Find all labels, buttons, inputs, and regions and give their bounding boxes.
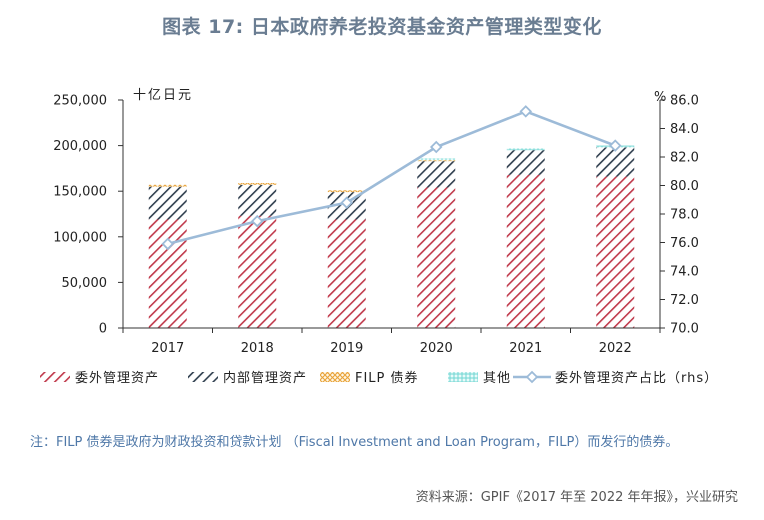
legend-swatch-internal [188, 372, 218, 382]
right-tick-label: 72.0 [670, 293, 699, 308]
ratio-point-2019 [340, 196, 354, 209]
x-tick-label: 2020 [420, 341, 453, 356]
bar-external-2019 [327, 219, 366, 328]
legend-label-other: 其他 [483, 371, 511, 386]
bar-external-2021 [506, 174, 545, 328]
legend-label-filp: FILP 债券 [355, 370, 419, 386]
bar-filp-2017 [148, 184, 187, 187]
x-tick-label: 2019 [330, 341, 363, 356]
ratio-point-2021 [519, 105, 533, 118]
ratio-line [167, 110, 616, 246]
bar-external-2018 [238, 215, 277, 328]
legend-label-internal: 内部管理资产 [223, 370, 307, 386]
legend-label-external: 委外管理资产 [75, 371, 159, 386]
x-tick-label: 2017 [151, 341, 184, 356]
ratio-point-2017 [161, 237, 175, 251]
left-tick-label: 150,000 [53, 185, 107, 200]
footnote: 注：FILP 债券是政府为财政投资和贷款计划 （Fiscal Investmen… [30, 435, 679, 450]
x-tick-label: 2022 [599, 341, 632, 356]
bar-filp-2020 [417, 160, 456, 162]
right-tick-label: 70.0 [670, 322, 699, 337]
left-tick-label: 0 [99, 322, 107, 337]
right-tick-label: 82.0 [670, 151, 699, 166]
bar-filp-2019 [327, 190, 366, 193]
bar-external-2022 [596, 176, 635, 328]
right-tick-label: 84.0 [670, 122, 699, 137]
right-tick-label: 76.0 [670, 236, 699, 251]
right-tick-label: 86.0 [670, 94, 699, 109]
bar-filp-2018 [238, 182, 277, 185]
bar-other-2020 [417, 158, 456, 161]
right-tick-label: 80.0 [670, 179, 699, 194]
right-tick-label: 74.0 [670, 265, 699, 280]
left-tick-label: 100,000 [53, 230, 107, 245]
bar-internal-2022 [596, 147, 635, 177]
legend: 委外管理资产 内部管理资产 FILP 债券 其他 委外管理资产占比（rhs） [40, 370, 718, 386]
legend-swatch-filp [320, 372, 350, 382]
legend-line-marker [525, 370, 539, 384]
legend-swatch-external [40, 372, 70, 382]
bar-internal-2021 [506, 150, 545, 175]
left-tick-label: 200,000 [53, 139, 107, 154]
ratio-point-2018 [250, 214, 264, 228]
bar-internal-2018 [238, 184, 277, 216]
bar-other-2021 [506, 148, 545, 151]
right-axis-unit: % [654, 90, 666, 105]
legend-swatch-other [448, 372, 478, 382]
chart-area: 0 50,000 100,000 150,000 200,000 250,000 70.0 7… [40, 88, 718, 386]
chart-title: 图表 17: 日本政府养老投资基金资产管理类型变化 [162, 16, 602, 38]
source-text: 资料来源：GPIF《2017 年至 2022 年年报》，兴业研究 [415, 490, 738, 505]
legend-label-ratio: 委外管理资产占比（rhs） [555, 371, 718, 386]
ratio-line-group [161, 105, 622, 251]
bar-external-2017 [148, 219, 187, 328]
bar-internal-2017 [148, 186, 187, 220]
bars-group [148, 145, 635, 328]
ratio-point-2020 [429, 140, 443, 154]
right-tick-label: 78.0 [670, 208, 699, 223]
bar-internal-2020 [417, 161, 456, 188]
y-axis-label: 十亿日元 [133, 88, 193, 103]
x-tick-label: 2018 [241, 341, 274, 356]
left-tick-label: 50,000 [62, 276, 108, 291]
left-tick-label: 250,000 [53, 94, 107, 109]
bar-external-2020 [417, 187, 456, 328]
x-tick-label: 2021 [509, 341, 542, 356]
axes-group: 0 50,000 100,000 150,000 200,000 250,000 70.0 7… [53, 88, 699, 356]
ratio-point-2022 [608, 139, 622, 152]
